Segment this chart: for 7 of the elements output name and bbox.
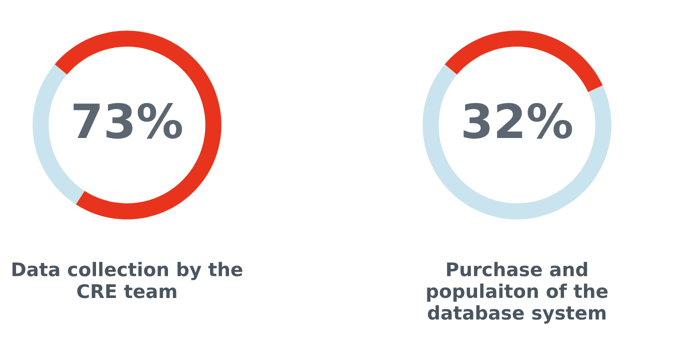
- text: 73%: [74, 102, 182, 139]
- donut-slice: [422, 64, 612, 220]
- text: Purchase and populaiton of the database system: [427, 262, 608, 324]
- donut-slice: [54, 30, 222, 220]
- donut-slice: [444, 30, 603, 92]
- text: Data collection by the CRE team: [12, 262, 242, 298]
- text: 32%: [464, 102, 572, 139]
